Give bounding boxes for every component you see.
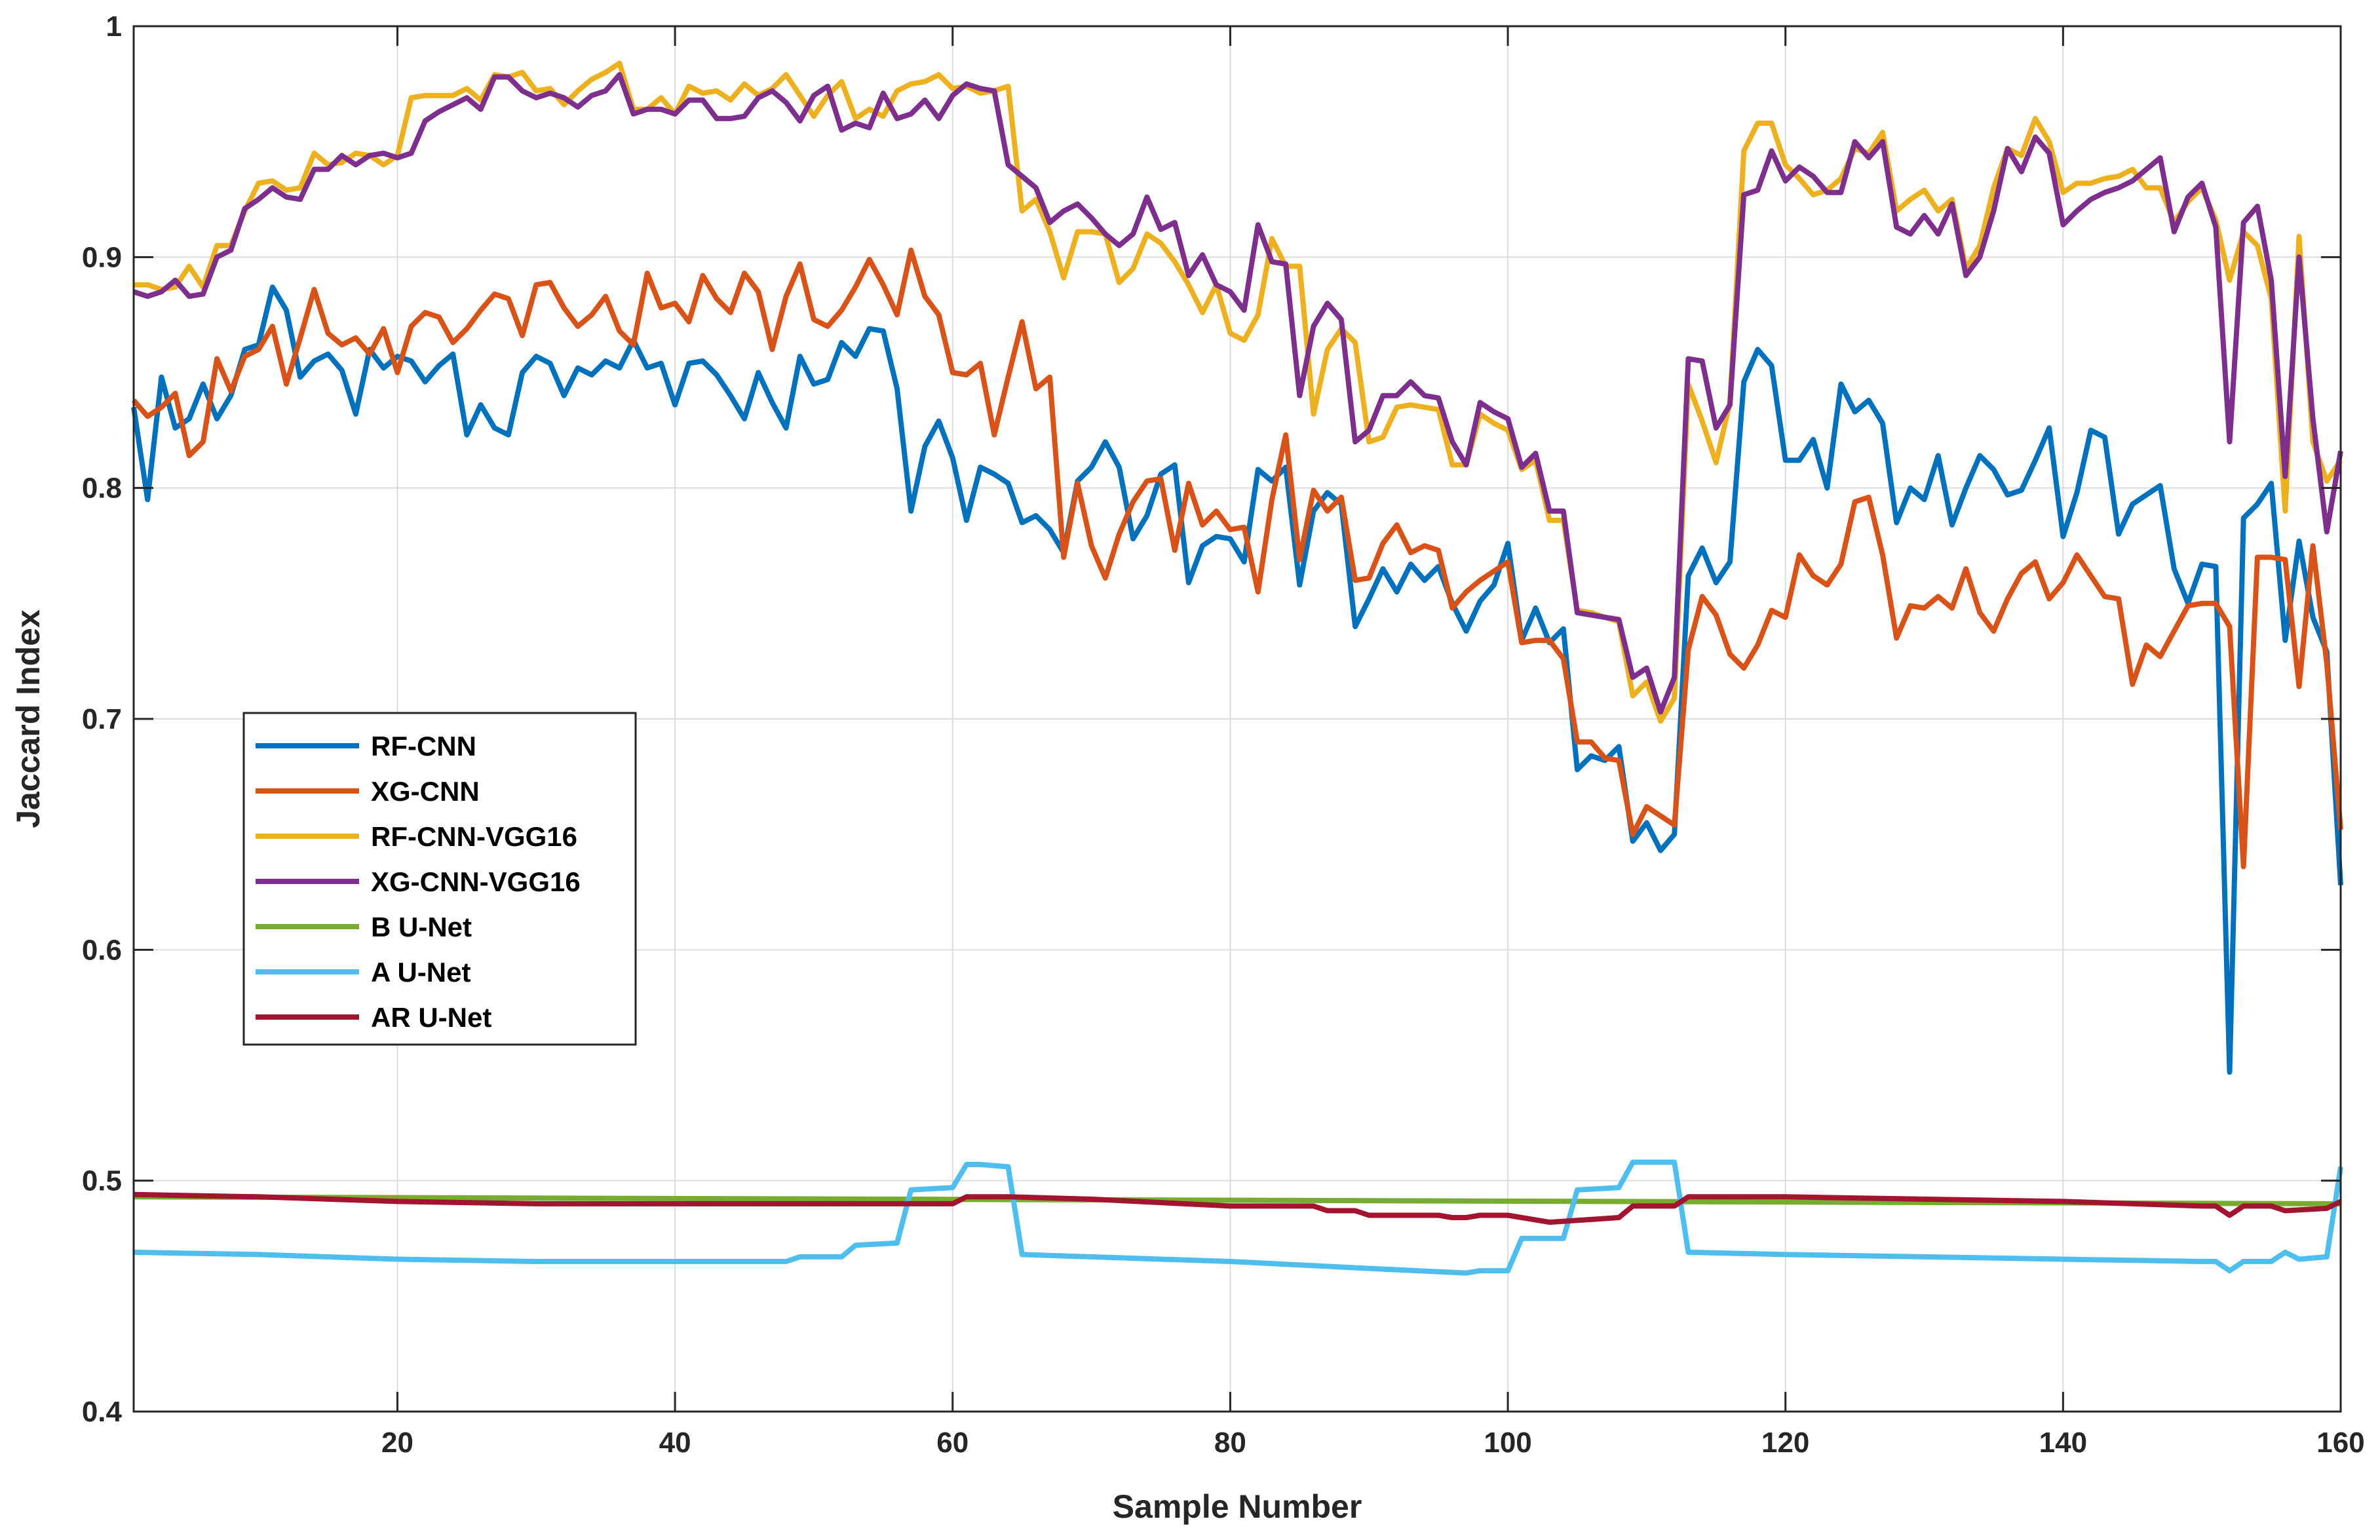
x-tick-label: 80: [1214, 1427, 1246, 1459]
y-axis-title: Jaccard Index: [10, 609, 47, 828]
legend-label-xg-cnn: XG-CNN: [371, 776, 480, 807]
x-tick-label: 120: [1761, 1427, 1809, 1459]
series-layer: [131, 60, 2343, 1276]
series-line-rf-cnn: [131, 284, 2343, 1075]
series-line-ar-u-net: [133, 1191, 2342, 1225]
series-line-xg-cnn-vgg16: [132, 72, 2343, 715]
ticks: 20 40 60 80 100 120 140 160 0.4 0.5 0.6 0.7 0.8 0.9 1: [82, 10, 2365, 1459]
y-tick-label: 0.5: [82, 1165, 122, 1197]
legend-label-rf-cnn: RF-CNN: [371, 731, 476, 761]
y-tick-label: 0.8: [82, 472, 122, 505]
y-tick-label: 0.7: [82, 703, 122, 735]
y-tick-label: 0.6: [82, 934, 122, 966]
x-tick-label: 160: [2316, 1427, 2364, 1459]
legend-label-ar-u-net: AR U-Net: [371, 1002, 491, 1033]
legend: RF-CNN XG-CNN RF-CNN-VGG16 XG-CNN-VGG16 B U-…: [242, 712, 637, 1046]
series-line-xg-cnn: [131, 247, 2343, 870]
y-tick-label: 0.9: [82, 241, 122, 273]
x-tick-label: 60: [936, 1427, 969, 1459]
series-line-a-u-net: [133, 1159, 2343, 1276]
x-axis-title: Sample Number: [1113, 1488, 1362, 1525]
x-tick-label: 140: [2039, 1427, 2087, 1459]
legend-label-xg-cnn-vgg16: XG-CNN-VGG16: [371, 866, 581, 897]
y-tick-label: 0.4: [82, 1396, 123, 1428]
x-tick-label: 100: [1484, 1427, 1531, 1459]
series-line-b-u-net: [133, 1194, 2341, 1206]
x-tick-label: 40: [659, 1427, 691, 1459]
legend-label-rf-cnn-vgg16: RF-CNN-VGG16: [371, 821, 577, 852]
legend-label-a-u-net: A U-Net: [371, 957, 470, 988]
legend-label-b-u-net: B U-Net: [371, 912, 472, 942]
y-tick-label: 1: [106, 10, 122, 43]
x-tick-label: 20: [381, 1427, 413, 1459]
